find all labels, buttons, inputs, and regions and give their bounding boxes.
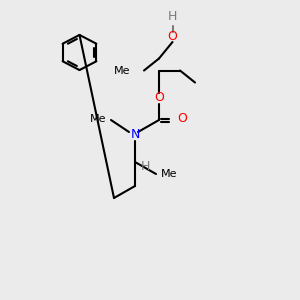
Text: O: O xyxy=(168,29,177,43)
Text: O: O xyxy=(154,91,164,104)
Text: Me: Me xyxy=(160,169,177,179)
Text: Me: Me xyxy=(90,113,106,124)
Text: H: H xyxy=(141,160,150,173)
Text: N: N xyxy=(130,128,140,142)
Text: O: O xyxy=(177,112,187,125)
Text: H: H xyxy=(168,10,177,23)
Text: Me: Me xyxy=(114,65,130,76)
